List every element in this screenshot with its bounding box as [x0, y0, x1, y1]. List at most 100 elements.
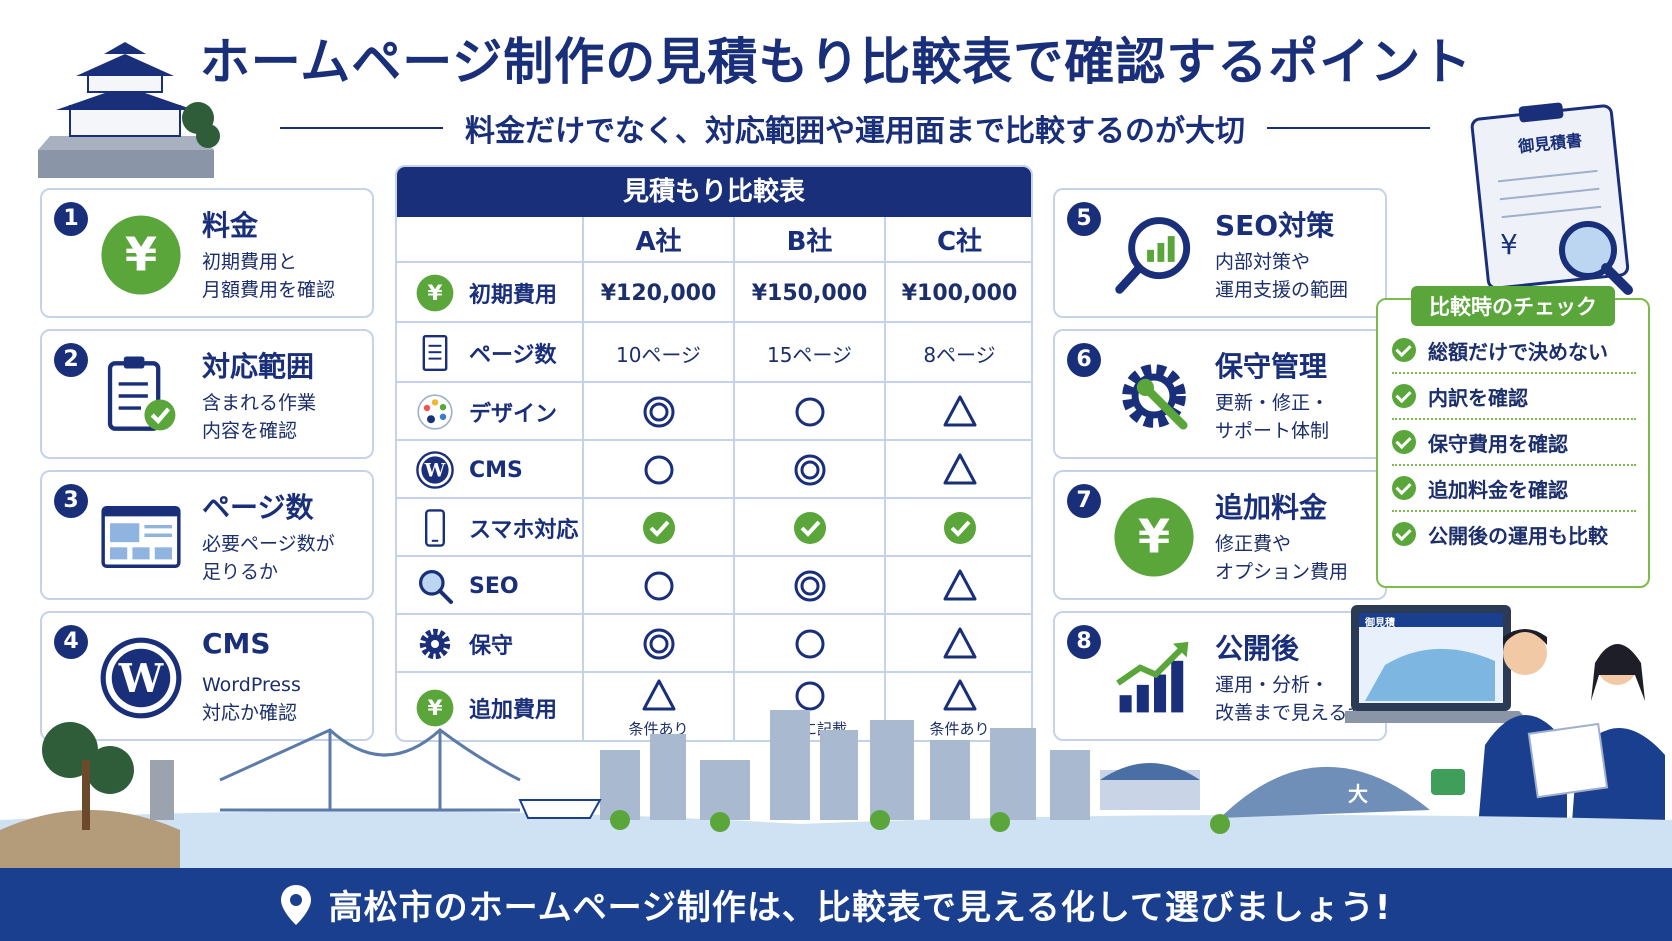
yen-icon: ¥: [1111, 494, 1197, 580]
triangle-mark: [940, 450, 980, 490]
point-description: 初期費用と 月額費用を確認: [202, 251, 336, 301]
triangle-mark: [940, 566, 980, 606]
table-cell: [582, 499, 733, 557]
yen-icon: ¥: [415, 273, 455, 313]
row-label: CMS: [469, 457, 523, 483]
checklist-item: 総額だけで決めない: [1392, 328, 1636, 374]
circle-mark: [639, 566, 679, 606]
point-description: 修正費や オプション費用: [1215, 533, 1349, 583]
point-title: 対応範囲: [202, 350, 315, 383]
table-cell: 条件あり: [582, 673, 733, 740]
svg-text:¥: ¥: [427, 696, 442, 721]
smartphone-icon: [415, 508, 455, 548]
table-cell: 8ページ: [884, 323, 1031, 383]
company-column-header: C社: [884, 217, 1031, 261]
checklist-item-label: 追加料金を確認: [1428, 477, 1568, 502]
row-label: 初期費用: [469, 283, 558, 308]
estimate-document-yen: ¥: [1500, 228, 1518, 261]
row-label: SEO: [469, 573, 519, 599]
table-cell: ¥100,000: [884, 263, 1031, 323]
checklist-item-label: 公開後の運用も比較: [1428, 523, 1608, 548]
table-cell: 10ページ: [582, 323, 733, 383]
point-number-badge: 1: [54, 202, 88, 236]
table-row: スマホ対応: [397, 497, 1031, 557]
row-label: 保守: [469, 634, 514, 659]
checklist-item: 保守費用を確認: [1392, 420, 1636, 466]
row-label: 追加費用: [469, 697, 558, 723]
wordpress-icon: W: [415, 450, 455, 490]
yen-icon: ¥: [415, 688, 455, 728]
comparison-table: 見積もり比較表 A社 B社 C社 ¥ 初期費用 ¥120,000 ¥150,000 ¥100,…: [395, 165, 1033, 742]
table-row: デザイン: [397, 381, 1031, 441]
page-subtitle: 料金だけでなく、対応範囲や運用面まで比較するのが大切: [465, 114, 1245, 149]
point-description: 更新・修正・ サポート体制: [1215, 392, 1330, 442]
row-label: ページ数: [469, 343, 557, 368]
point-number-badge: 2: [54, 343, 88, 377]
table-cell: [733, 615, 884, 673]
point-description: 内部対策や 運用支援の範囲: [1215, 251, 1349, 301]
circle-mark: [639, 450, 679, 490]
point-number-badge: 3: [54, 484, 88, 518]
document-icon: [415, 333, 455, 373]
table-cell: [884, 441, 1031, 499]
point-title: 追加料金: [1215, 491, 1328, 524]
point-description: 運用・分析・ 改善まで見えるか: [1215, 674, 1367, 724]
table-cell: [582, 441, 733, 499]
row-label: デザイン: [469, 402, 558, 427]
comparison-table-title: 見積もり比較表: [397, 167, 1031, 217]
point-card-5: 5 SEO対策 内部対策や 運用支援の範囲: [1053, 188, 1387, 318]
triangle-mark: [639, 676, 679, 716]
checklist-item-label: 内訳を確認: [1428, 385, 1528, 410]
subtitle-row: 料金だけでなく、対応範囲や運用面まで比較するのが大切: [280, 108, 1430, 149]
location-pin-icon: [280, 884, 311, 925]
checklist-item-label: 総額だけで決めない: [1428, 339, 1608, 364]
triangle-mark: [940, 676, 980, 716]
company-name: C社: [936, 226, 983, 257]
check-icon: [1392, 384, 1416, 408]
table-row: W CMS: [397, 439, 1031, 499]
checklist-item: 公開後の運用も比較: [1392, 512, 1636, 556]
triangle-mark: [940, 624, 980, 664]
table-row: 保守: [397, 613, 1031, 673]
point-card-4: 4 W CMS WordPress 対応か確認: [40, 611, 374, 741]
mountain-label: 大: [1348, 782, 1368, 806]
page-count-value: 8ページ: [923, 342, 996, 367]
point-description: WordPress 対応か確認: [202, 674, 301, 724]
clipboard-check-icon: [98, 353, 184, 439]
point-card-7: 7 ¥ 追加料金 修正費や オプション費用: [1053, 470, 1387, 600]
table-cell: [733, 499, 884, 557]
svg-text:¥: ¥: [427, 281, 442, 306]
table-header-row: A社 B社 C社: [397, 217, 1031, 261]
magnifier-icon: [415, 566, 455, 606]
point-description: 含まれる作業 内容を確認: [202, 392, 317, 442]
company-name: B社: [786, 226, 833, 257]
triangle-mark: [940, 392, 980, 432]
consultation-illustration: 御見積: [1345, 605, 1672, 863]
checklist-item: 内訳を確認: [1392, 374, 1636, 420]
point-title: 保守管理: [1215, 350, 1328, 383]
point-title: ページ数: [202, 491, 314, 524]
takamatsu-cityscape-illustration: [0, 710, 1672, 868]
price-value: ¥150,000: [751, 280, 868, 306]
table-cell: 15ページ: [733, 323, 884, 383]
point-number-badge: 4: [54, 625, 88, 659]
webpage-layout-icon: [98, 494, 184, 580]
svg-text:¥: ¥: [125, 227, 157, 281]
table-row: SEO: [397, 555, 1031, 615]
point-title: SEO対策: [1215, 209, 1335, 242]
condition-note: 条件あり: [929, 720, 990, 738]
check-mark: [639, 508, 679, 548]
condition-note: 条件あり: [628, 720, 689, 738]
price-value: ¥120,000: [600, 280, 717, 306]
gear-icon: [415, 624, 455, 664]
check-icon: [1392, 522, 1416, 546]
table-cell: [884, 499, 1031, 557]
svg-text:W: W: [118, 656, 164, 702]
comparison-checklist: 比較時のチェック 総額だけで決めない 内訳を確認 保守費用を確認 追加料金を確認 公開後…: [1376, 286, 1650, 588]
subtitle-left-rule: [280, 127, 443, 129]
subtitle-right-rule: [1267, 127, 1430, 129]
estimate-document-illustration: 御見積書 ¥: [1470, 98, 1640, 298]
double-circle-mark: [790, 450, 830, 490]
point-card-1: 1 ¥ 料金 初期費用と 月額費用を確認: [40, 188, 374, 318]
point-title: 公開後: [1215, 632, 1300, 665]
